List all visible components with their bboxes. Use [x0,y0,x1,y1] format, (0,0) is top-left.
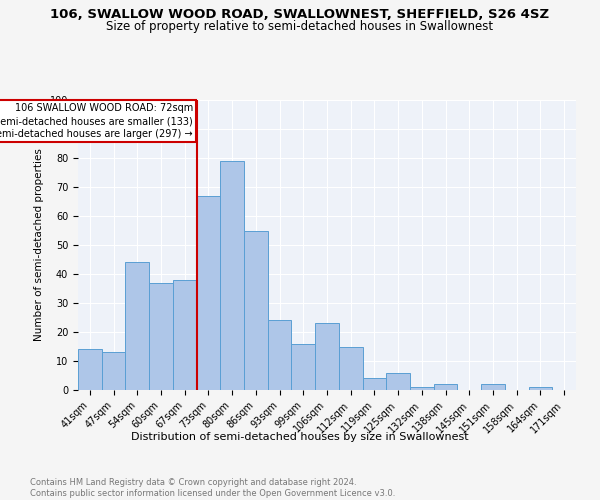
Text: Size of property relative to semi-detached houses in Swallownest: Size of property relative to semi-detach… [106,20,494,33]
Text: Contains HM Land Registry data © Crown copyright and database right 2024.
Contai: Contains HM Land Registry data © Crown c… [30,478,395,498]
Bar [386,372,410,390]
Bar [481,384,505,390]
Text: Distribution of semi-detached houses by size in Swallownest: Distribution of semi-detached houses by … [131,432,469,442]
Bar [78,350,102,390]
Bar [197,196,220,390]
Bar [149,282,173,390]
Bar [244,230,268,390]
Bar [268,320,292,390]
Text: 106 SWALLOW WOOD ROAD: 72sqm
← 30% of semi-detached houses are smaller (133)
68%: 106 SWALLOW WOOD ROAD: 72sqm ← 30% of se… [0,103,193,140]
Bar [173,280,197,390]
Bar [529,387,552,390]
Y-axis label: Number of semi-detached properties: Number of semi-detached properties [34,148,44,342]
Bar [315,324,339,390]
Text: 106, SWALLOW WOOD ROAD, SWALLOWNEST, SHEFFIELD, S26 4SZ: 106, SWALLOW WOOD ROAD, SWALLOWNEST, SHE… [50,8,550,20]
Bar [220,161,244,390]
Bar [362,378,386,390]
Bar [434,384,457,390]
Bar [125,262,149,390]
Bar [102,352,125,390]
Bar [292,344,315,390]
Bar [339,346,362,390]
Bar [410,387,434,390]
